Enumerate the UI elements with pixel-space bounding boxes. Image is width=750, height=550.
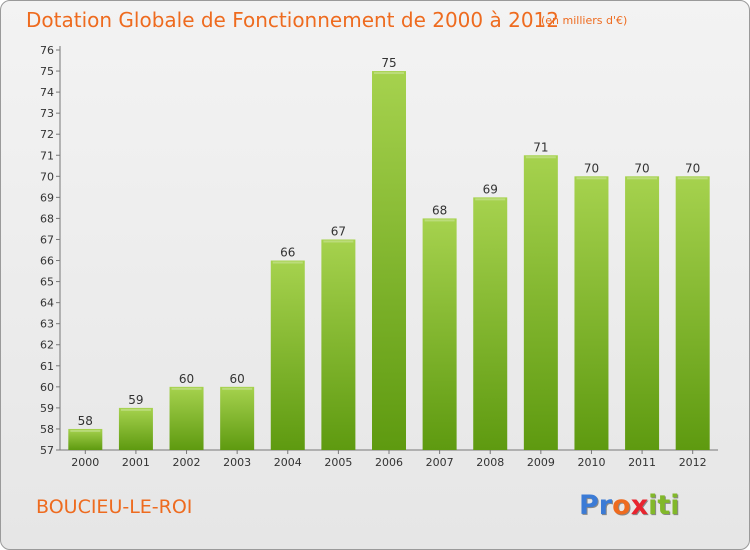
chart-subtitle: (en milliers d'€) [541,14,628,27]
bar [68,428,103,450]
bar-highlight [475,198,506,201]
bar [118,407,153,450]
value-label: 60 [179,372,194,386]
x-tick-label: 2003 [223,456,251,469]
bar-highlight [374,72,404,75]
y-tick-label: 63 [40,318,54,331]
value-label: 60 [230,372,245,386]
logo-letter: o [612,490,631,521]
bar-highlight [323,240,354,243]
bar [574,176,609,450]
y-tick-label: 57 [40,444,54,457]
x-tick-label: 2002 [173,456,201,469]
y-tick-label: 67 [40,233,54,246]
value-label: 70 [634,161,649,175]
y-tick-label: 61 [40,360,54,373]
y-tick-label: 58 [40,423,54,436]
bar [473,197,508,450]
bar-highlight [677,177,708,180]
y-tick-label: 65 [40,276,54,289]
chart-title: Dotation Globale de Fonctionnement de 20… [26,8,559,32]
logo-letter: r [598,490,613,521]
commune-name: BOUCIEU-LE-ROI [36,496,193,518]
y-tick-label: 70 [40,170,54,183]
value-label: 68 [432,203,447,217]
y-tick-label: 75 [40,65,54,78]
y-tick-label: 76 [40,44,54,57]
x-tick-label: 2001 [122,456,150,469]
bar-highlight [120,408,151,411]
y-tick-label: 72 [40,128,54,141]
y-tick-label: 66 [40,255,54,268]
bar [321,239,356,450]
bar-highlight [171,387,202,390]
bar [169,386,204,450]
bar [675,176,710,450]
x-tick-label: 2010 [577,456,605,469]
logo-letter: x [630,490,649,521]
bar [270,260,305,450]
y-tick-label: 69 [40,191,54,204]
x-tick-label: 2008 [476,456,504,469]
value-label: 69 [483,182,498,196]
value-label: 75 [381,56,396,70]
bar-highlight [525,156,556,159]
y-tick-label: 64 [40,297,54,310]
y-tick-label: 62 [40,339,54,352]
value-label: 67 [331,224,346,238]
bar [625,176,660,450]
y-tick-label: 73 [40,107,54,120]
logo-letter: P [579,490,599,521]
bar-highlight [272,261,303,264]
bar-highlight [222,387,253,390]
value-label: 66 [280,246,295,260]
bar [220,386,255,450]
value-label: 70 [685,161,700,175]
x-tick-label: 2005 [324,456,352,469]
bar [523,155,558,450]
y-tick-label: 59 [40,402,54,415]
value-label: 58 [78,414,93,428]
chart-labels: 58 2000 59 2001 60 2002 60 2003 66 2004 67 2005 75 20… [71,56,706,469]
x-tick-label: 2012 [679,456,707,469]
logo-letter: t [657,490,671,521]
bar-highlight [70,429,101,432]
x-tick-label: 2000 [71,456,99,469]
chart-bars [68,71,710,450]
bar-highlight [627,177,658,180]
value-label: 59 [128,393,143,407]
x-tick-label: 2007 [426,456,454,469]
bar [372,71,406,450]
y-tick-label: 68 [40,212,54,225]
bar-highlight [424,219,455,222]
proxiti-logo[interactable]: Proxiti [579,490,680,521]
y-tick-label: 60 [40,381,54,394]
x-tick-label: 2009 [527,456,555,469]
bar-highlight [576,177,607,180]
x-tick-label: 2004 [274,456,302,469]
logo-letter: i [648,490,658,521]
y-tick-label: 74 [40,86,54,99]
y-tick-label: 71 [40,149,54,162]
bar [422,218,457,450]
value-label: 70 [584,161,599,175]
value-label: 71 [533,140,548,154]
x-tick-label: 2006 [375,456,403,469]
logo-letter: i [670,490,680,521]
x-tick-label: 2011 [628,456,656,469]
